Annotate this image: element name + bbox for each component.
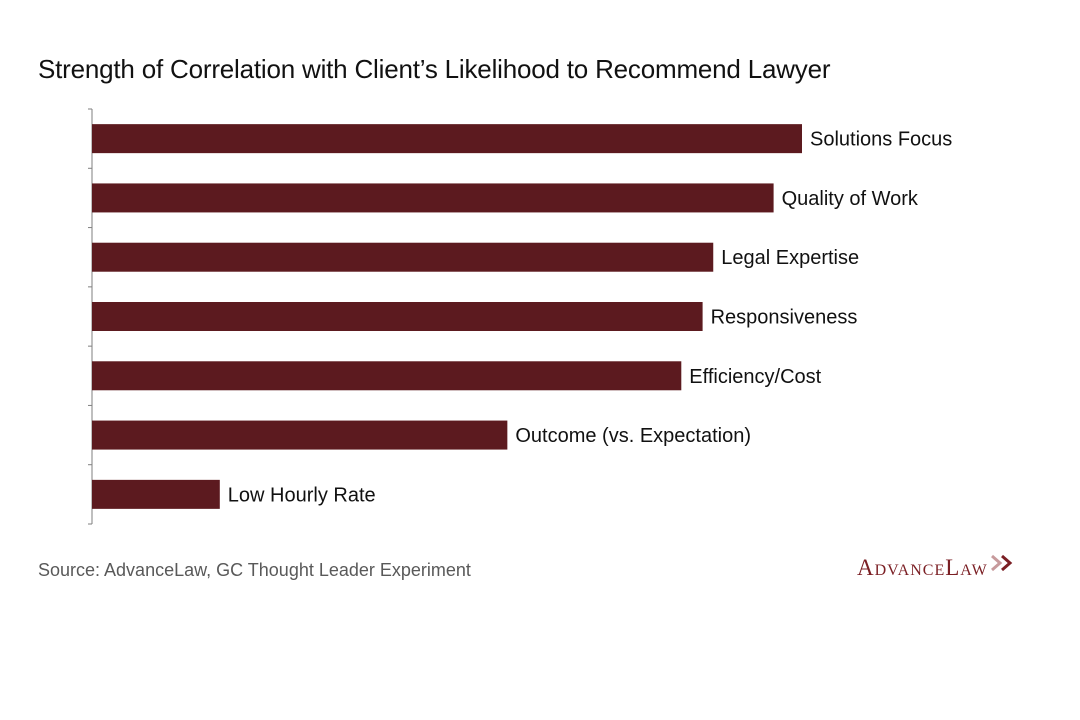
- bar: [92, 302, 703, 331]
- bar: [92, 479, 220, 509]
- bar: [92, 361, 682, 391]
- source-note: Source: AdvanceLaw, GC Thought Leader Ex…: [38, 560, 471, 580]
- bar-chart: Solutions Focus Quality of Work Legal Expe…: [88, 108, 952, 525]
- bar-label: Outcome (vs. Expectation): [515, 425, 751, 447]
- bar: [92, 420, 508, 450]
- bar-label: Legal Expertise: [721, 247, 859, 269]
- chart-title: Strength of Correlation with Client’s Li…: [38, 54, 831, 84]
- bar-label: Low Hourly Rate: [228, 484, 376, 506]
- bar-label: Quality of Work: [782, 188, 919, 210]
- advancelaw-logo: ADVANCELAW: [857, 551, 1016, 588]
- bar-label: Responsiveness: [711, 307, 858, 329]
- logo-chevrons-icon: [990, 554, 1012, 572]
- bar-label: Efficiency/Cost: [689, 366, 821, 388]
- bar-label: Solutions Focus: [810, 129, 952, 151]
- bar: [92, 242, 714, 272]
- bar: [92, 124, 802, 154]
- bar: [92, 183, 774, 213]
